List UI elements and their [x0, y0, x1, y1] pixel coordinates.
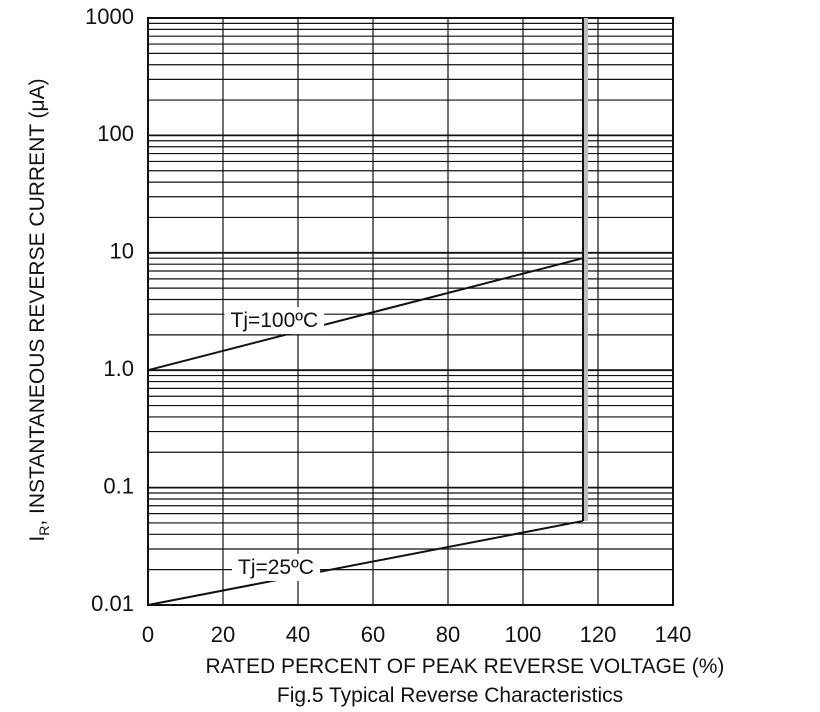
x-tick-label: 140 [655, 622, 692, 647]
series-layer: Tj=100ºC Tj=25ºC [147, 18, 588, 606]
x-tick-label: 120 [580, 622, 617, 647]
series-label-background [224, 307, 325, 335]
series-label-0: Tj=100ºC [231, 309, 319, 332]
y-tick-label: 0.1 [103, 473, 134, 498]
tick-labels: 0 20 40 60 80 100 120 140 0.01 0.1 1.0 10 100 1000 [85, 4, 691, 647]
x-tick-label: 100 [505, 622, 542, 647]
x-axis-title: RATED PERCENT OF PEAK REVERSE VOLTAGE (%… [206, 655, 725, 678]
y-tick-label: 100 [97, 121, 134, 146]
y-tick-label: 0.01 [91, 591, 134, 616]
x-tick-label: 20 [211, 622, 235, 647]
x-tick-label: 80 [436, 622, 460, 647]
y-axis-title-subscript: R [36, 526, 52, 536]
series-label-background [232, 553, 320, 581]
series-line-1 [147, 519, 584, 606]
y-axis-title-rest: , INSTANTANEOUS REVERSE CURRENT (μA) [26, 78, 49, 525]
y-axis-title: IR, INSTANTANEOUS REVERSE CURRENT (μA) [26, 78, 52, 541]
plot-frame [147, 17, 674, 606]
x-tick-label: 0 [142, 622, 154, 647]
series-label-1: Tj=25ºC [238, 556, 314, 579]
x-tick-label: 40 [286, 622, 310, 647]
x-tick-label: 60 [361, 622, 385, 647]
y-axis-title-prefix: I [26, 536, 49, 542]
figure-caption: Fig.5 Typical Reverse Characteristics [277, 684, 623, 707]
series-line-0 [147, 257, 584, 372]
y-tick-label: 1.0 [103, 356, 134, 381]
y-tick-label: 10 [110, 239, 134, 264]
y-tick-label: 1000 [85, 4, 134, 29]
